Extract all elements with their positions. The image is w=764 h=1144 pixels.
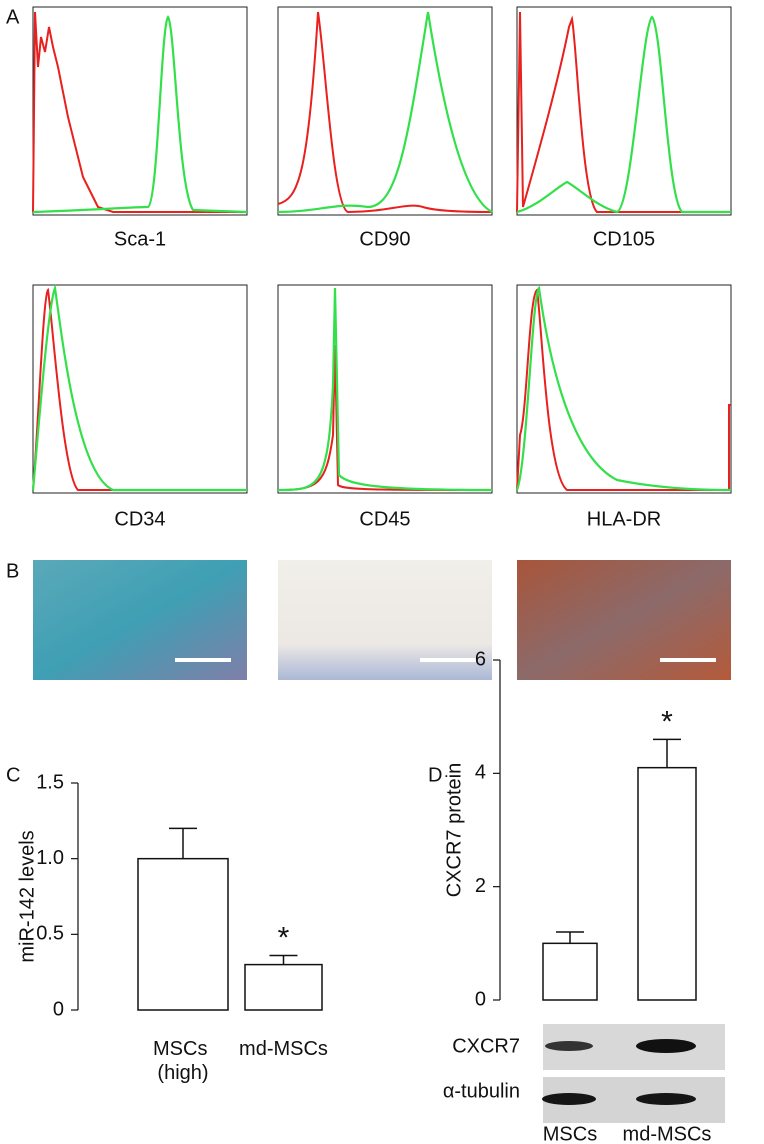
marker-label: CD105	[593, 228, 655, 250]
panel-label: A	[6, 6, 20, 28]
bar	[244, 963, 323, 1011]
flow-histogram	[515, 284, 732, 494]
x-tick-label: MSCs (high)	[153, 1038, 213, 1084]
flow-histogram	[277, 284, 493, 494]
marker-label: Sca-1	[114, 228, 166, 250]
y-tick-label: 6	[475, 648, 486, 670]
y-axis-title: miR-142 levels	[16, 830, 38, 962]
y-tick-label: 2	[475, 875, 486, 897]
blot-label: CXCR7	[452, 1035, 520, 1057]
marker-label: CD45	[359, 508, 410, 530]
y-tick-label: 1.5	[36, 771, 64, 793]
bar	[542, 942, 598, 1001]
panel-label: C	[6, 764, 20, 786]
annotation: *	[278, 921, 290, 954]
stain-images	[33, 560, 731, 680]
panel-label: B	[6, 560, 19, 582]
marker-label: HLA-DR	[587, 508, 661, 530]
blot-label: α-tubulin	[443, 1080, 520, 1102]
x-tick-label: md-MSCs	[239, 1038, 328, 1060]
y-axis-title: CXCR7 protein	[443, 763, 465, 898]
x-tick-label: MSCs	[543, 1123, 597, 1144]
marker-label: CD90	[359, 228, 410, 250]
bar	[137, 857, 229, 1011]
western-blot	[542, 1024, 725, 1123]
y-tick-label: 4	[475, 762, 486, 784]
annotation: *	[661, 705, 673, 738]
flow-histogram	[516, 6, 732, 216]
panel-label: D	[428, 764, 442, 786]
y-tick-label: 1.0	[36, 847, 64, 869]
flow-histogram	[32, 6, 248, 216]
flow-histogram	[31, 283, 248, 494]
y-tick-label: 0	[475, 988, 486, 1010]
flow-histogram	[277, 6, 493, 216]
bar	[637, 766, 697, 1001]
x-tick-label: md-MSCs	[623, 1123, 712, 1144]
y-tick-label: 0	[53, 998, 64, 1020]
y-tick-label: 0.5	[36, 923, 64, 945]
marker-label: CD34	[114, 508, 165, 530]
